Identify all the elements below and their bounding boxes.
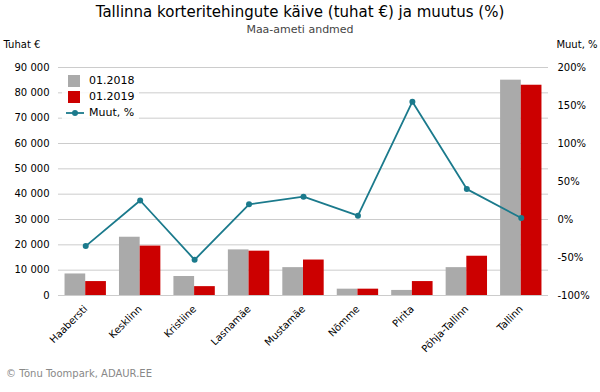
svg-text:Lasnamäe: Lasnamäe [209,303,253,347]
svg-text:90 000: 90 000 [15,62,50,73]
svg-text:50 000: 50 000 [15,163,50,174]
svg-text:30 000: 30 000 [15,214,50,225]
svg-text:20 000: 20 000 [15,239,50,250]
svg-text:Nõmme: Nõmme [326,303,362,339]
html-text:Muut, %: Muut, % [89,106,135,119]
html-text:Tallinna korteritehingute käiv: Tallinna korteritehingute käive (tuhat €… [95,3,505,21]
svg-text:Kristiine: Kristiine [162,303,199,340]
svg-text:60 000: 60 000 [15,138,50,149]
html-text:© Tõnu Toompark, ADAUR.EE: © Tõnu Toompark, ADAUR.EE [6,368,152,379]
svg-text:10 000: 10 000 [15,264,50,275]
svg-text:Tallinn: Tallinn [494,303,525,334]
svg-text:200%: 200% [558,62,587,73]
svg-text:100%: 100% [558,138,587,149]
svg-text:Tuhat €: Tuhat € [3,39,41,50]
svg-text:-100%: -100% [558,290,590,301]
svg-text:0: 0 [43,290,49,301]
svg-text:Mustamäe: Mustamäe [262,303,307,348]
svg-text:Pirita: Pirita [390,303,416,329]
svg-text:Muut, %: Muut, % [556,39,597,50]
svg-text:50%: 50% [558,176,580,187]
html-text:01.2019: 01.2019 [89,90,135,103]
svg-text:150%: 150% [558,100,587,111]
svg-text:70 000: 70 000 [15,112,50,123]
svg-text:Haabersti: Haabersti [47,303,89,345]
svg-text:Põhja-Tallinn: Põhja-Tallinn [419,303,470,354]
svg-text:0%: 0% [558,214,574,225]
svg-text:40 000: 40 000 [15,188,50,199]
html-text:01.2018: 01.2018 [89,74,135,87]
html-text:Maa-ameti andmed: Maa-ameti andmed [246,23,354,36]
svg-text:80 000: 80 000 [15,87,50,98]
svg-text:-50%: -50% [558,252,584,263]
svg-text:Kesklinn: Kesklinn [107,303,144,340]
